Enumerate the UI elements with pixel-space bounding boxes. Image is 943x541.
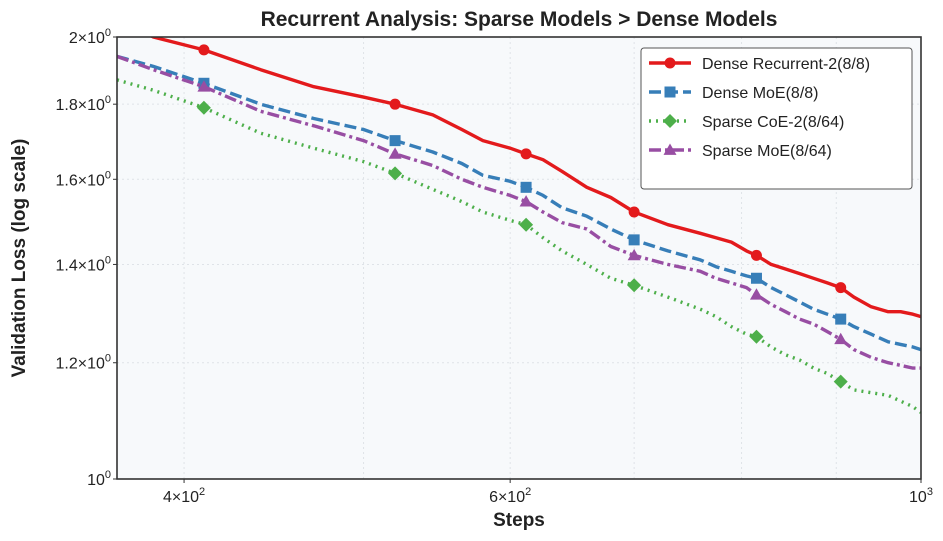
series-marker-sparse-moe-8-64 bbox=[388, 147, 402, 159]
series-line-sparse-coe-2-8-64 bbox=[117, 78, 921, 414]
series-line-dense-moe-8-8 bbox=[117, 54, 921, 352]
y-tick-label: 1.8×100 bbox=[55, 94, 111, 114]
legend-label-sparse-moe-8-64: Sparse MoE(8/64) bbox=[702, 143, 832, 160]
series-marker-dense-recurrent-2-8-8 bbox=[389, 98, 401, 110]
series-marker-sparse-moe-8-64 bbox=[627, 248, 641, 261]
legend-box bbox=[640, 47, 913, 190]
series-marker-sparse-coe-2-8-64 bbox=[196, 100, 211, 115]
legend-marker-sparse-moe-8-64 bbox=[663, 143, 677, 155]
series-marker-sparse-coe-2-8-64 bbox=[749, 329, 764, 344]
x-tick-label: 103 bbox=[909, 486, 933, 506]
series-marker-dense-moe-8-8 bbox=[389, 135, 401, 147]
y-tick-label: 1.4×100 bbox=[55, 254, 111, 274]
series-layer bbox=[117, 37, 921, 414]
series-marker-dense-recurrent-2-8-8 bbox=[750, 249, 762, 261]
x-axis-label: Steps bbox=[493, 510, 545, 531]
series-marker-sparse-moe-8-64 bbox=[749, 288, 763, 300]
series-group bbox=[117, 37, 921, 414]
series-marker-sparse-coe-2-8-64 bbox=[833, 374, 848, 389]
legend-marker-dense-recurrent-2-8-8 bbox=[664, 57, 676, 69]
series-marker-sparse-coe-2-8-64 bbox=[388, 166, 403, 181]
series-marker-dense-moe-8-8 bbox=[520, 181, 532, 193]
legend: Dense Recurrent-2(8/8) Dense MoE(8/8) Spar… bbox=[640, 47, 913, 190]
series-marker-sparse-moe-8-64 bbox=[519, 195, 533, 207]
tick-layer: 100 1.2×100 1.4×100 1.6×100 1.8×100 2×100 4×10… bbox=[55, 27, 932, 506]
series-marker-dense-moe-8-8 bbox=[750, 272, 762, 284]
series-marker-dense-recurrent-2-8-8 bbox=[628, 206, 640, 218]
series-marker-sparse-coe-2-8-64 bbox=[627, 278, 642, 293]
y-tick-label: 1.6×100 bbox=[55, 169, 111, 189]
series-marker-dense-moe-8-8 bbox=[628, 234, 640, 246]
series-marker-sparse-moe-8-64 bbox=[834, 332, 848, 345]
series-marker-dense-recurrent-2-8-8 bbox=[198, 44, 210, 56]
legend-marker-dense-moe-8-8 bbox=[664, 86, 676, 98]
y-tick-label: 1.2×100 bbox=[55, 353, 111, 373]
series-marker-sparse-coe-2-8-64 bbox=[519, 217, 534, 232]
legend-label-dense-moe-8-8: Dense MoE(8/8) bbox=[702, 85, 819, 102]
legend-marker-sparse-coe-2-8-64 bbox=[663, 114, 677, 128]
x-tick-label: 4×102 bbox=[163, 486, 205, 506]
legend-label-sparse-coe-2-8-64: Sparse CoE-2(8/64) bbox=[702, 114, 844, 131]
series-marker-sparse-moe-8-64 bbox=[197, 80, 211, 92]
chart-title: Recurrent Analysis: Sparse Models > Dens… bbox=[261, 8, 778, 31]
series-marker-dense-moe-8-8 bbox=[835, 313, 847, 325]
series-marker-dense-recurrent-2-8-8 bbox=[835, 282, 847, 294]
legend-label-dense-recurrent-2-8-8: Dense Recurrent-2(8/8) bbox=[702, 56, 870, 73]
y-tick-label: 100 bbox=[87, 469, 111, 489]
y-axis-label: Validation Loss (log scale) bbox=[9, 139, 30, 378]
plot-frame bbox=[116, 36, 922, 480]
x-tick-label: 6×102 bbox=[489, 486, 531, 506]
y-tick-label: 2×100 bbox=[69, 27, 111, 47]
series-marker-dense-recurrent-2-8-8 bbox=[520, 148, 532, 160]
